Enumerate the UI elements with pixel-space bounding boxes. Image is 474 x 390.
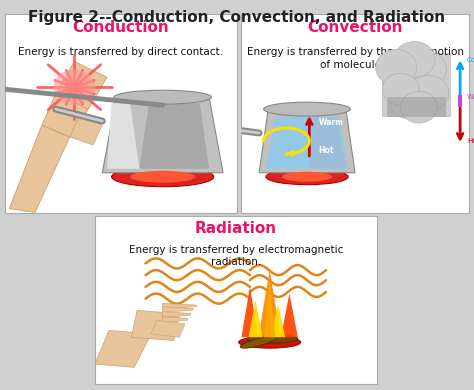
Ellipse shape <box>111 167 214 187</box>
Polygon shape <box>102 97 223 173</box>
Ellipse shape <box>247 335 298 343</box>
Polygon shape <box>42 93 88 137</box>
Polygon shape <box>258 270 281 337</box>
Polygon shape <box>56 61 107 109</box>
Polygon shape <box>264 278 275 337</box>
Polygon shape <box>131 310 179 340</box>
Polygon shape <box>310 117 346 169</box>
Polygon shape <box>387 97 447 117</box>
Polygon shape <box>163 312 191 317</box>
Circle shape <box>375 50 417 85</box>
Ellipse shape <box>282 172 332 182</box>
Polygon shape <box>163 317 188 323</box>
Circle shape <box>394 41 435 77</box>
Text: Warm: Warm <box>319 118 344 127</box>
Circle shape <box>389 83 430 119</box>
Text: Warm: Warm <box>467 94 474 100</box>
Polygon shape <box>266 117 348 169</box>
Text: Hot: Hot <box>319 146 334 155</box>
Circle shape <box>405 51 447 87</box>
Text: Radiation: Radiation <box>195 222 277 236</box>
Polygon shape <box>107 103 139 169</box>
Polygon shape <box>383 53 451 117</box>
Polygon shape <box>241 287 258 337</box>
Ellipse shape <box>238 336 301 348</box>
Polygon shape <box>139 103 209 169</box>
Text: Energy is transferred by the mass motion
of molecules.: Energy is transferred by the mass motion… <box>246 48 464 70</box>
Text: Figure 2--Conduction, Convection, and Radiation: Figure 2--Conduction, Convection, and Ra… <box>28 10 446 25</box>
Polygon shape <box>281 294 298 337</box>
Polygon shape <box>163 303 196 309</box>
Polygon shape <box>163 307 193 312</box>
Polygon shape <box>271 304 285 337</box>
Polygon shape <box>95 330 151 367</box>
Text: Energy is transferred by electromagnetic
radiation.: Energy is transferred by electromagnetic… <box>128 245 343 268</box>
Ellipse shape <box>114 90 211 104</box>
Circle shape <box>408 75 449 111</box>
Polygon shape <box>248 300 263 337</box>
Text: Convection: Convection <box>307 20 403 35</box>
Circle shape <box>383 73 419 105</box>
Text: Cool: Cool <box>467 57 474 64</box>
Ellipse shape <box>264 102 350 116</box>
Polygon shape <box>70 117 102 145</box>
Text: Energy is transferred by direct contact.: Energy is transferred by direct contact. <box>18 48 223 57</box>
Text: Conduction: Conduction <box>73 20 169 35</box>
Circle shape <box>54 69 95 105</box>
Text: Hot: Hot <box>467 138 474 144</box>
Polygon shape <box>259 109 355 173</box>
Polygon shape <box>151 321 185 337</box>
Ellipse shape <box>130 171 195 183</box>
Polygon shape <box>9 125 70 213</box>
Ellipse shape <box>266 169 348 185</box>
Circle shape <box>383 55 433 99</box>
Ellipse shape <box>240 337 276 348</box>
Circle shape <box>401 91 438 123</box>
